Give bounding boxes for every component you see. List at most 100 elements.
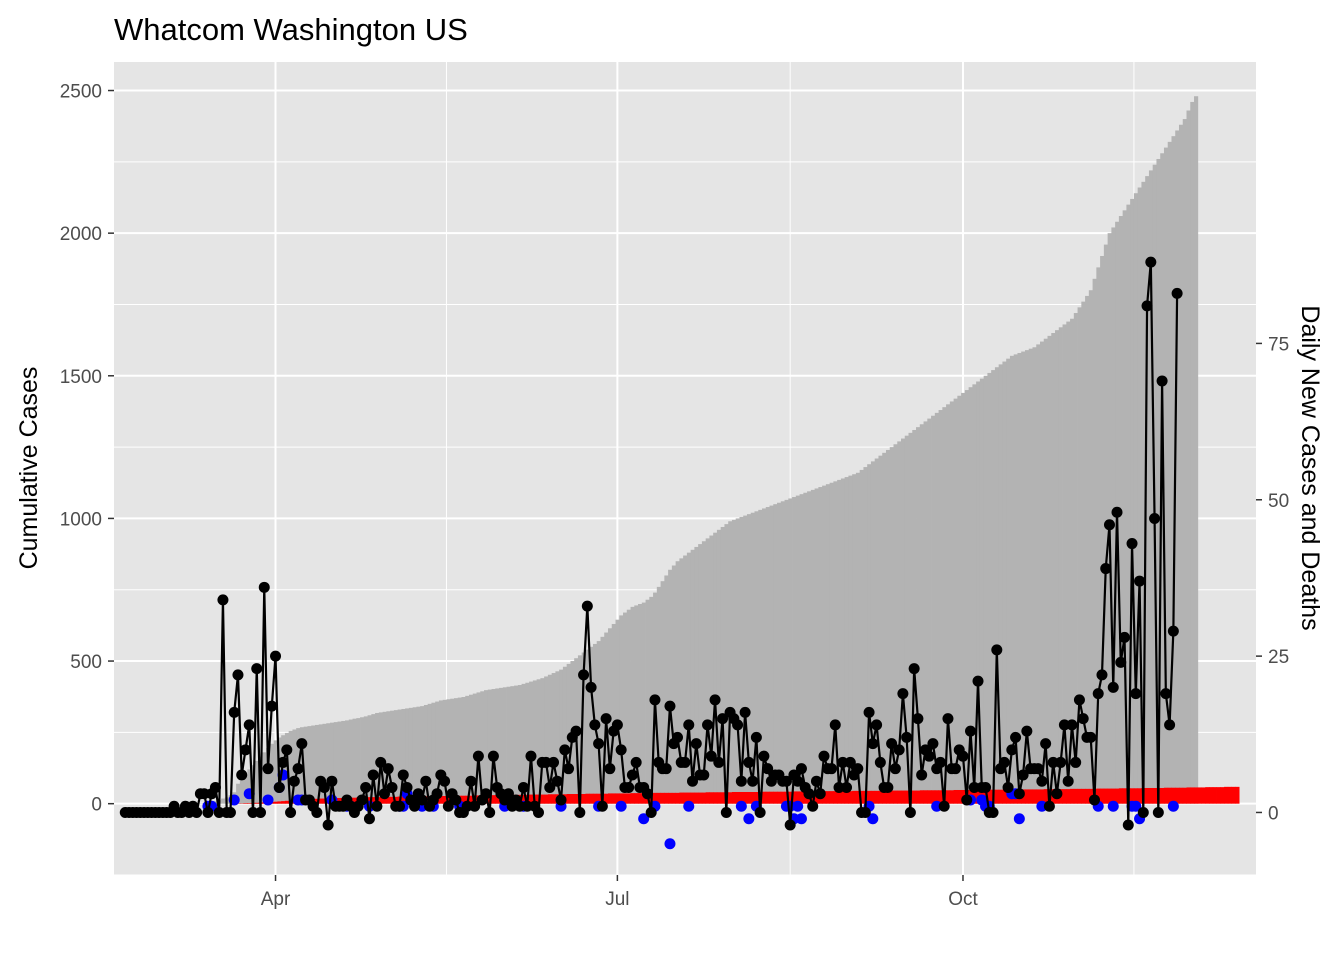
daily-case-point	[247, 806, 259, 818]
cumulative-cases-bar	[438, 700, 444, 804]
daily-case-point	[559, 744, 571, 756]
y-right-tick-label: 25	[1268, 647, 1289, 668]
cumulative-cases-bar	[311, 725, 316, 804]
cumulative-cases-bar	[318, 724, 323, 804]
cumulative-deaths-bar	[788, 791, 793, 804]
daily-case-point	[532, 806, 544, 818]
cumulative-cases-bar	[348, 719, 353, 804]
cumulative-cases-bar	[1085, 295, 1090, 804]
daily-case-point	[991, 644, 1003, 656]
cumulative-cases-bar	[540, 678, 545, 804]
daily-death-point	[638, 813, 650, 825]
cumulative-deaths-bar	[1070, 788, 1075, 804]
cumulative-cases-bar	[814, 488, 819, 804]
daily-case-point	[1167, 625, 1179, 637]
cumulative-deaths-bar	[619, 793, 624, 804]
cumulative-cases-bar	[705, 538, 710, 804]
daily-case-point	[1130, 688, 1142, 700]
cumulative-cases-bar	[1107, 233, 1112, 804]
cumulative-cases-bar	[386, 711, 391, 804]
cumulative-deaths-bar	[371, 797, 376, 804]
cumulative-cases-bar	[964, 390, 970, 804]
cumulative-cases-bar	[837, 479, 842, 804]
cumulative-deaths-bar	[634, 793, 639, 804]
cumulative-cases-bar	[720, 526, 725, 804]
cumulative-cases-bar	[683, 555, 688, 804]
daily-death-point	[792, 800, 804, 812]
daily-case-point	[814, 788, 826, 800]
cumulative-cases-bar	[976, 381, 981, 804]
cumulative-cases-bar	[1047, 335, 1052, 804]
daily-case-point	[826, 763, 838, 775]
daily-case-point	[938, 800, 950, 812]
daily-case-point	[1013, 788, 1025, 800]
cumulative-deaths-bar	[739, 791, 744, 804]
cumulative-deaths-bar	[664, 792, 669, 804]
cumulative-cases-bar	[1055, 330, 1060, 804]
cumulative-cases-bar	[927, 418, 932, 804]
daily-case-point	[555, 794, 567, 806]
cumulative-cases-bar	[555, 671, 560, 804]
cumulative-cases-bar	[303, 726, 308, 804]
cumulative-cases-bar	[713, 532, 718, 804]
cumulative-deaths-bar	[746, 791, 752, 804]
cumulative-deaths-bar	[1224, 786, 1229, 804]
cumulative-cases-bar	[983, 375, 988, 804]
cumulative-cases-bar	[559, 669, 564, 804]
cumulative-cases-bar	[848, 475, 853, 804]
cumulative-cases-bar	[619, 615, 624, 804]
cumulative-cases-bar	[1178, 124, 1184, 804]
daily-case-point	[409, 800, 421, 812]
cumulative-deaths-bar	[953, 789, 958, 804]
cumulative-cases-bar	[1156, 158, 1161, 804]
cumulative-cases-bar	[743, 515, 748, 804]
daily-death-point	[795, 813, 807, 825]
cumulative-cases-bar	[897, 441, 902, 804]
cumulative-cases-bar	[656, 586, 661, 804]
cumulative-cases-bar	[442, 699, 447, 804]
cumulative-deaths-bar	[1182, 787, 1187, 804]
daily-case-point	[1092, 688, 1104, 700]
daily-case-point	[431, 788, 443, 800]
daily-case-point	[1119, 631, 1131, 643]
cumulative-cases-bar	[1096, 267, 1101, 804]
cumulative-cases-bar	[784, 499, 789, 804]
daily-case-point	[998, 756, 1010, 768]
cumulative-cases-bar	[307, 726, 312, 804]
cumulative-deaths-bar	[780, 791, 785, 804]
x-tick-label: Apr	[261, 889, 291, 910]
cumulative-cases-bar	[1163, 147, 1169, 804]
cumulative-deaths-bar	[1062, 789, 1067, 804]
cumulative-deaths-bar	[1036, 789, 1041, 804]
cumulative-deaths-bar	[1167, 787, 1172, 804]
daily-case-point	[363, 813, 375, 825]
daily-case-point	[784, 819, 796, 831]
cumulative-cases-bar	[671, 565, 677, 804]
cumulative-deaths-bar	[949, 790, 954, 804]
daily-case-point	[1077, 713, 1089, 725]
cumulative-cases-bar	[867, 464, 872, 804]
cumulative-cases-bar	[547, 674, 553, 804]
cumulative-cases-bar	[874, 458, 879, 804]
cumulative-deaths-bar	[547, 794, 553, 804]
daily-case-point	[980, 781, 992, 793]
cumulative-cases-bar	[679, 558, 684, 804]
cumulative-cases-bar	[1070, 318, 1075, 804]
cumulative-deaths-bar	[446, 795, 451, 804]
daily-death-point	[1167, 800, 1179, 812]
cumulative-cases-bar	[777, 502, 782, 804]
cumulative-deaths-bar	[701, 792, 707, 804]
daily-case-point	[942, 713, 954, 725]
cumulative-deaths-bar	[570, 793, 575, 804]
daily-case-point	[747, 775, 759, 787]
cumulative-cases-bar	[405, 708, 410, 804]
cumulative-cases-bar	[953, 398, 958, 804]
cumulative-deaths-bar	[901, 790, 906, 804]
cumulative-cases-bar	[863, 467, 868, 804]
daily-death-point	[867, 813, 879, 825]
cumulative-deaths-bar	[957, 789, 962, 804]
cumulative-cases-bar	[762, 508, 767, 804]
cumulative-deaths-bar	[686, 792, 692, 804]
cumulative-deaths-bar	[705, 792, 710, 804]
cumulative-cases-bar	[367, 715, 372, 804]
